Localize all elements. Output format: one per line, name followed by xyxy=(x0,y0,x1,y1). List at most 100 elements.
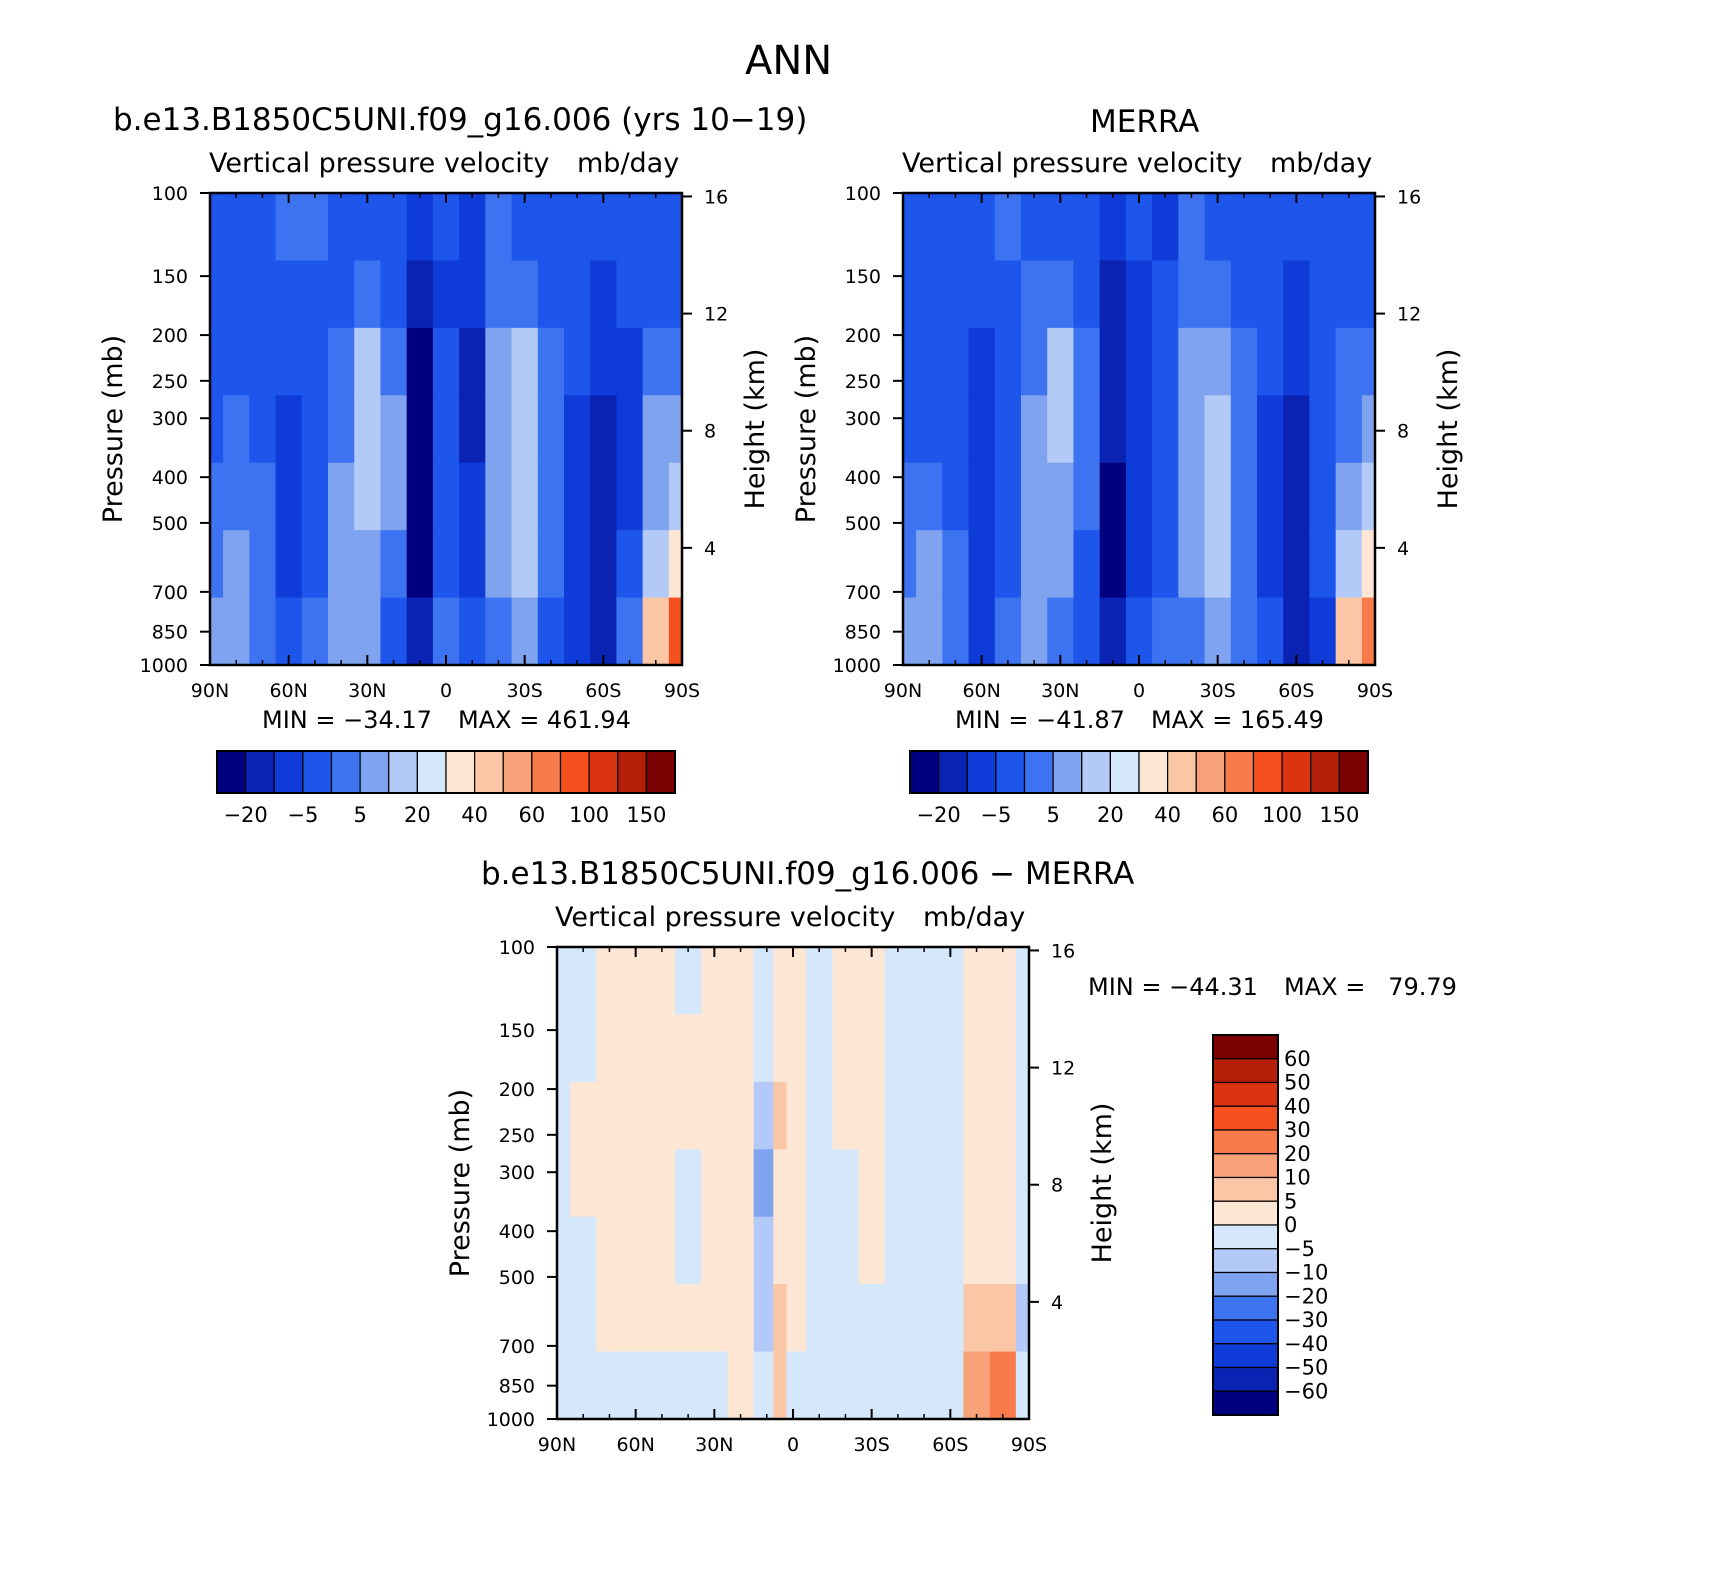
diff-cell xyxy=(557,1284,571,1353)
model-cell xyxy=(249,193,277,261)
model-cell xyxy=(249,530,277,599)
model-cell xyxy=(354,395,381,464)
obs-cell xyxy=(1204,530,1232,599)
diff-cell xyxy=(557,947,571,1015)
model-cell xyxy=(210,193,224,261)
model-colorbar-swatch xyxy=(531,750,562,794)
diff-cell xyxy=(773,947,787,1015)
obs-ytick-label: 250 xyxy=(845,371,881,393)
obs-cell xyxy=(903,395,917,464)
obs-y2label: Height (km) xyxy=(1433,349,1464,510)
model-subtitle-left: Vertical pressure velocity xyxy=(209,148,550,179)
obs-cell xyxy=(1335,193,1363,261)
model-cell xyxy=(511,260,539,329)
diff-cell xyxy=(622,1351,650,1419)
obs-colorbar-swatch xyxy=(1195,750,1226,794)
model-cell xyxy=(564,395,591,464)
model-cell xyxy=(275,462,303,531)
diff-cell xyxy=(806,1216,833,1285)
model-cell xyxy=(275,327,303,396)
model-cell xyxy=(485,597,513,665)
model-cell xyxy=(616,193,644,261)
obs-cell xyxy=(942,597,970,665)
model-cell xyxy=(590,193,617,261)
diff-cell xyxy=(786,1284,807,1353)
diff-cell xyxy=(963,1284,991,1353)
obs-cell xyxy=(1309,260,1337,329)
diff-colorbar-label: −50 xyxy=(1284,1356,1328,1380)
model-colorbar-label: 60 xyxy=(519,803,546,827)
model-cell xyxy=(616,597,644,665)
obs-cell xyxy=(1257,462,1284,531)
diff-subtitle-right: mb/day xyxy=(923,902,1026,933)
model-cell xyxy=(249,327,277,396)
diff-cell xyxy=(622,1216,650,1285)
diff-cell xyxy=(596,1351,624,1419)
model-colorbar-swatch xyxy=(502,750,533,794)
diff-ylabel: Pressure (mb) xyxy=(445,1089,476,1277)
diff-cell xyxy=(832,1284,860,1353)
obs-cell xyxy=(1257,193,1284,261)
diff-cell xyxy=(911,1149,938,1218)
model-cell xyxy=(380,597,408,665)
model-ytick-label: 1000 xyxy=(140,655,188,677)
diff-cell xyxy=(773,1149,787,1218)
obs-field xyxy=(903,193,1375,665)
obs-cell xyxy=(1309,395,1337,464)
diff-cell xyxy=(701,1081,728,1150)
model-cell xyxy=(406,327,434,396)
diff-cell xyxy=(648,1149,676,1218)
diff-ytick-label: 250 xyxy=(499,1125,535,1147)
diff-colorbar-label: 0 xyxy=(1284,1213,1297,1237)
obs-cell xyxy=(1152,327,1179,396)
model-ytick-label: 700 xyxy=(152,582,188,604)
model-cell xyxy=(328,260,355,329)
diff-cell xyxy=(753,947,774,1015)
obs-cell xyxy=(1125,327,1153,396)
diff-xtick-label: 30S xyxy=(854,1434,890,1456)
obs-cell xyxy=(994,395,1022,464)
diff-cell xyxy=(596,1284,624,1353)
obs-cell xyxy=(1309,530,1337,599)
model-panel-title: b.e13.B1850C5UNI.f09_g16.006 (yrs 10−19) xyxy=(113,102,808,138)
obs-cell xyxy=(1204,327,1232,396)
obs-cell xyxy=(1335,327,1363,396)
diff-cell xyxy=(701,1351,728,1419)
diff-colorbar-swatch xyxy=(1212,1034,1279,1060)
diff-y2tick-label: 16 xyxy=(1051,940,1075,962)
diff-cell xyxy=(832,1351,860,1419)
diff-cell xyxy=(786,947,807,1015)
obs-cell xyxy=(1257,327,1284,396)
obs-cell xyxy=(1283,260,1310,329)
model-cell xyxy=(380,193,408,261)
diff-cell xyxy=(989,1149,1017,1218)
model-cell xyxy=(537,597,565,665)
model-y2tick-label: 16 xyxy=(704,186,728,208)
obs-xtick-label: 90N xyxy=(884,680,922,702)
model-colorbar-swatch xyxy=(617,750,647,794)
obs-colorbar-frame xyxy=(909,750,1369,794)
obs-cell xyxy=(1099,597,1127,665)
diff-cell xyxy=(675,1216,702,1285)
diff-colorbar-swatch xyxy=(1212,1153,1279,1179)
obs-cell xyxy=(968,193,996,261)
obs-cell xyxy=(1361,193,1375,261)
obs-colorbar-swatch xyxy=(1281,750,1312,794)
diff-cell xyxy=(884,1216,912,1285)
obs-cell xyxy=(1361,530,1375,599)
diff-cell xyxy=(675,947,702,1015)
model-cell xyxy=(537,193,565,261)
obs-cell xyxy=(1047,597,1074,665)
diff-colorbar-swatch xyxy=(1212,1058,1279,1084)
obs-ytick-label: 850 xyxy=(845,622,881,644)
obs-cell xyxy=(1047,395,1074,464)
diff-cell xyxy=(557,1081,571,1150)
diff-cell xyxy=(786,1081,807,1150)
model-max-label: MAX = 461.94 xyxy=(458,706,631,734)
model-cell xyxy=(249,462,277,531)
obs-colorbar-label: 60 xyxy=(1212,803,1239,827)
diff-cell xyxy=(989,1351,1017,1419)
diff-cell xyxy=(858,1351,886,1419)
diff-cell xyxy=(989,1284,1017,1353)
obs-cell xyxy=(1178,462,1206,531)
